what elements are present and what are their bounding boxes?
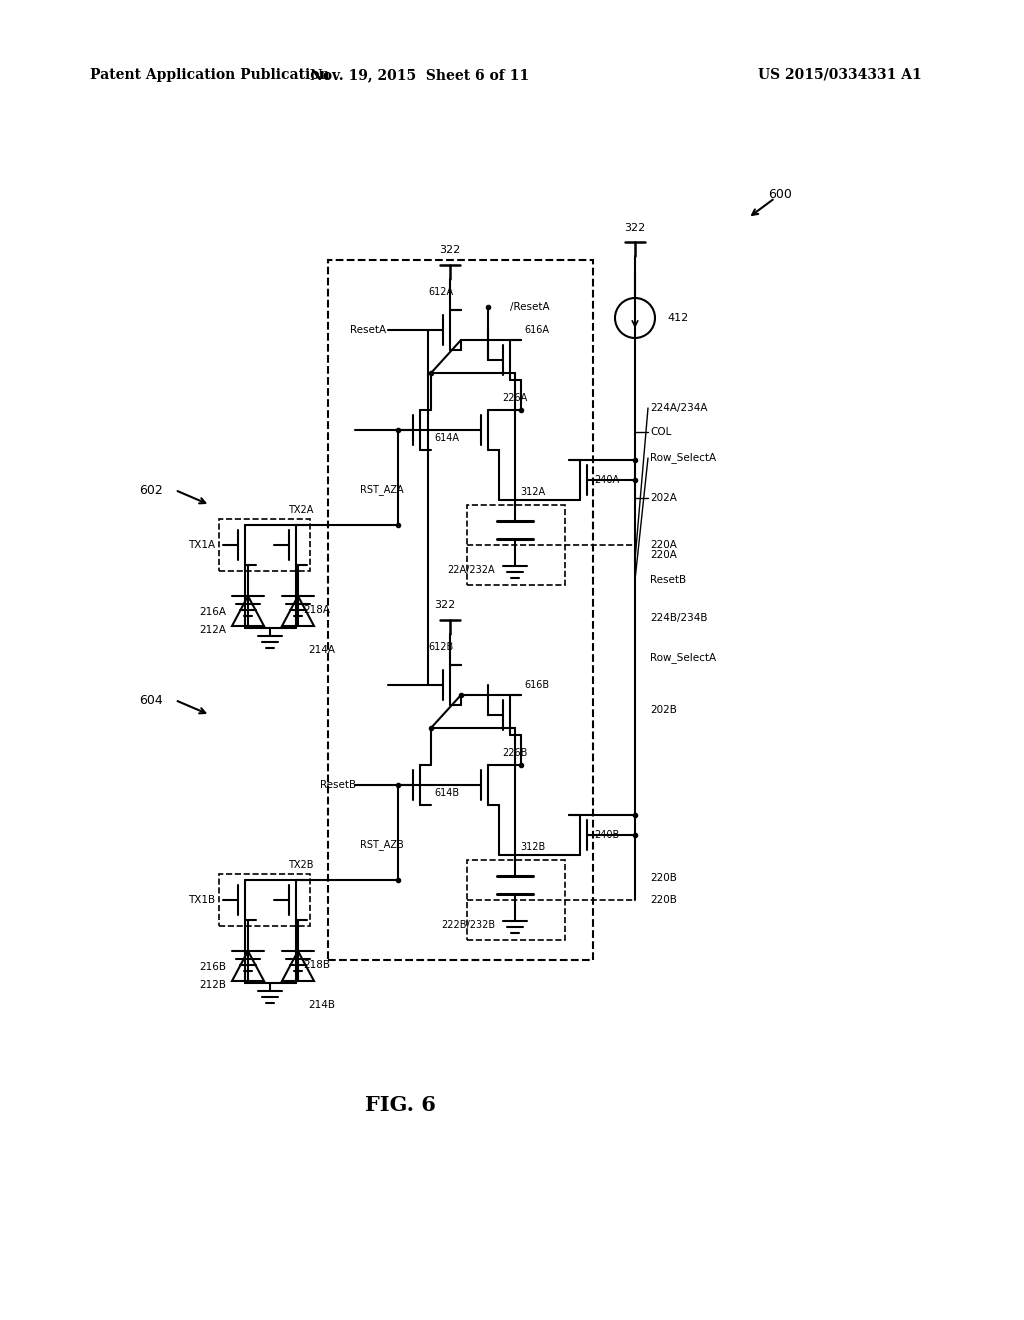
Text: 202B: 202B	[650, 705, 677, 715]
Text: 220A: 220A	[650, 550, 677, 560]
Bar	[467, 506, 565, 585]
Text: 212A: 212A	[199, 624, 226, 635]
Text: 214A: 214A	[308, 645, 335, 655]
Text: 612A: 612A	[428, 286, 454, 297]
Text: 220B: 220B	[650, 873, 677, 883]
Text: 222B/232B: 222B/232B	[441, 920, 495, 931]
Text: Row_SelectA: Row_SelectA	[650, 652, 716, 664]
Text: Patent Application Publication: Patent Application Publication	[90, 69, 330, 82]
Text: US 2015/0334331 A1: US 2015/0334331 A1	[758, 69, 922, 82]
Text: 616B: 616B	[524, 680, 549, 690]
Text: 600: 600	[768, 189, 792, 202]
Text: 226B: 226B	[502, 748, 527, 758]
Bar	[219, 874, 310, 927]
Text: 218B: 218B	[303, 960, 330, 970]
Text: 220B: 220B	[650, 895, 677, 906]
Text: ResetB: ResetB	[319, 780, 356, 789]
Text: 214B: 214B	[308, 1001, 335, 1010]
Text: RST_AZB: RST_AZB	[360, 840, 403, 850]
Text: COL: COL	[650, 426, 672, 437]
Text: ResetB: ResetB	[650, 576, 686, 585]
Text: 322: 322	[439, 246, 461, 255]
Text: 614B: 614B	[434, 788, 459, 799]
Text: FIG. 6: FIG. 6	[365, 1096, 435, 1115]
Text: 212B: 212B	[199, 979, 226, 990]
Text: 322: 322	[625, 223, 645, 234]
Text: 312B: 312B	[520, 842, 545, 851]
Text: 612B: 612B	[428, 642, 454, 652]
Text: 602: 602	[139, 483, 163, 496]
Text: TX1B: TX1B	[187, 895, 215, 906]
Text: 220A: 220A	[650, 540, 677, 550]
Text: ResetA: ResetA	[350, 325, 386, 335]
Text: 224A/234A: 224A/234A	[650, 403, 708, 413]
Text: 226A: 226A	[502, 393, 527, 403]
Text: 412: 412	[667, 313, 688, 323]
Text: 616A: 616A	[524, 325, 549, 335]
Text: TX2B: TX2B	[288, 861, 313, 870]
Text: TX2A: TX2A	[288, 506, 313, 515]
Text: 614A: 614A	[434, 433, 459, 444]
Text: 240A: 240A	[594, 475, 620, 484]
Text: Nov. 19, 2015  Sheet 6 of 11: Nov. 19, 2015 Sheet 6 of 11	[310, 69, 529, 82]
Bar	[219, 519, 310, 572]
Text: 604: 604	[139, 693, 163, 706]
Text: RST_AZA: RST_AZA	[360, 484, 403, 495]
Text: TX1A: TX1A	[187, 540, 215, 550]
Text: 202A: 202A	[650, 492, 677, 503]
Bar	[467, 861, 565, 940]
Text: 224B/234B: 224B/234B	[650, 612, 708, 623]
Text: 322: 322	[434, 601, 456, 610]
Text: 218A: 218A	[303, 605, 330, 615]
Text: 216B: 216B	[199, 962, 226, 972]
Text: 312A: 312A	[520, 487, 545, 498]
Text: /ResetA: /ResetA	[510, 302, 550, 312]
Text: Row_SelectA: Row_SelectA	[650, 453, 716, 463]
Text: 22A/232A: 22A/232A	[447, 565, 495, 576]
Text: 240B: 240B	[594, 830, 620, 840]
Text: 216A: 216A	[199, 607, 226, 616]
Bar	[328, 260, 593, 960]
